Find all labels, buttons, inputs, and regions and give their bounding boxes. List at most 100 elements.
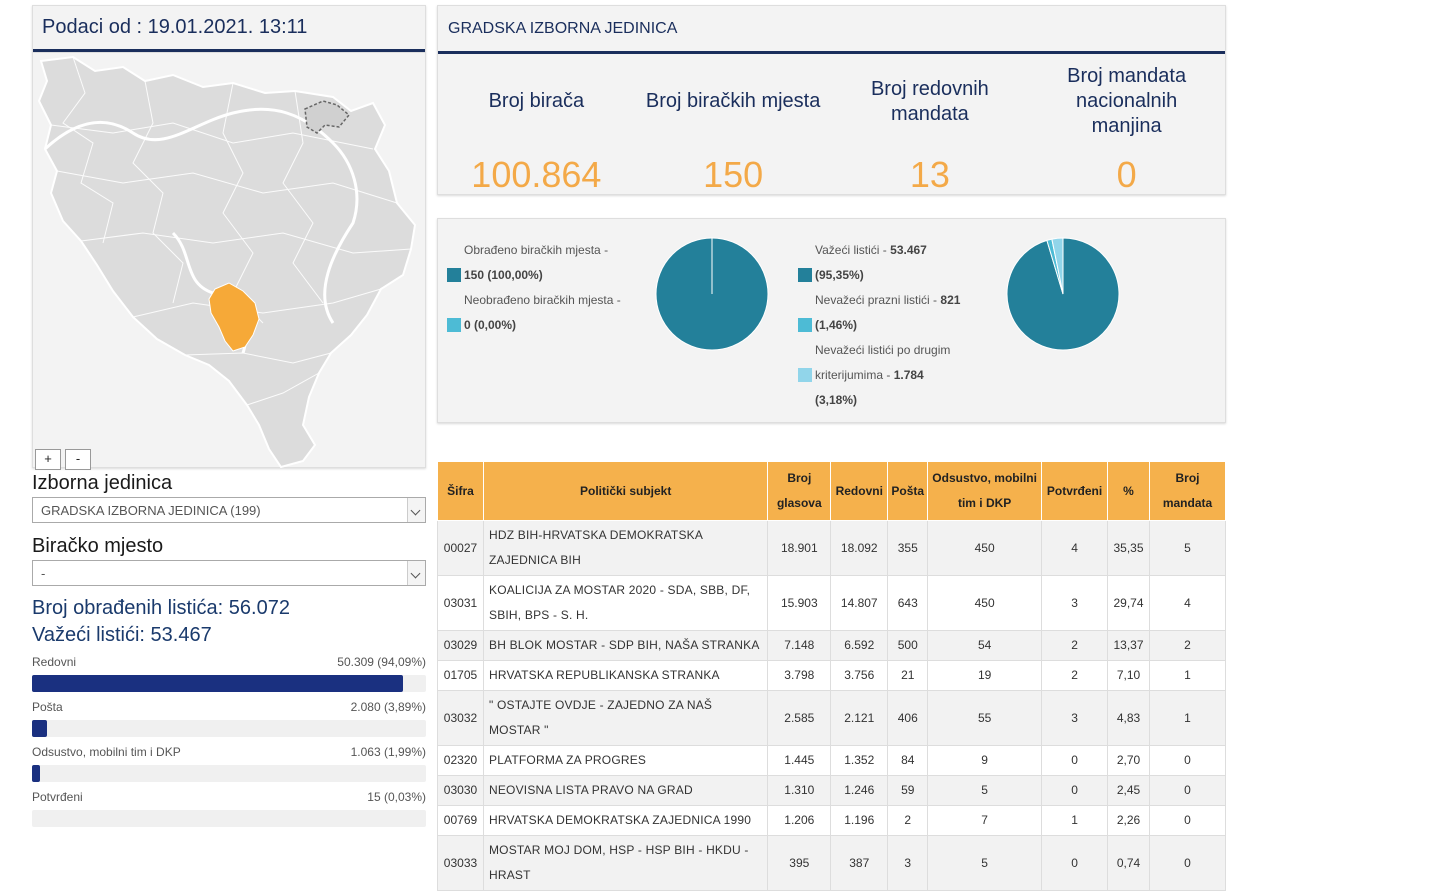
chevron-down-icon[interactable] xyxy=(407,498,425,522)
bar-fill xyxy=(32,720,48,737)
unit-select[interactable]: GRADSKA IZBORNA JEDINICA (199) xyxy=(32,497,426,523)
summary-panel: GRADSKA IZBORNA JEDINICA Broj birača 100… xyxy=(437,5,1226,195)
table-cell: 35,35 xyxy=(1107,520,1150,576)
column-header[interactable]: Šifra xyxy=(437,461,484,521)
table-cell: 84 xyxy=(887,745,929,776)
stats-row: Broj birača 100.864 Broj biračkih mjesta… xyxy=(438,54,1225,195)
table-cell: 7 xyxy=(927,805,1043,836)
legend-item-invalid-other: Nevažeći listići po drugim kriterijumima… xyxy=(798,338,988,413)
table-cell: 450 xyxy=(927,575,1043,631)
municipality-borders xyxy=(50,56,412,406)
table-cell: 3.756 xyxy=(830,660,889,691)
table-cell: 1 xyxy=(1041,805,1109,836)
column-header[interactable]: Potvrđeni xyxy=(1041,461,1109,521)
zoom-in-button[interactable]: + xyxy=(35,449,61,470)
stat-label: Broj biračkih mjesta xyxy=(645,90,821,112)
column-header[interactable]: Broj mandata xyxy=(1149,461,1226,521)
table-cell: 7.148 xyxy=(767,630,832,661)
table-row[interactable]: 03032 " OSTAJTE OVDJE - ZAJEDNO ZA NAŠ MO… xyxy=(437,690,1226,746)
table-cell: 1.246 xyxy=(830,775,889,806)
table-cell: 0 xyxy=(1041,745,1109,776)
table-cell: 18.092 xyxy=(830,520,889,576)
table-cell: 643 xyxy=(887,575,929,631)
table-cell: 1.445 xyxy=(767,745,832,776)
party-name-cell: HRVATSKA DEMOKRATSKA ZAJEDNICA 1990 xyxy=(482,805,769,836)
table-row[interactable]: 01705 HRVATSKA REPUBLIKANSKA STRANKA 3.798… xyxy=(437,660,1226,691)
table-cell: 500 xyxy=(887,630,929,661)
station-label: Biračko mjesto xyxy=(32,535,164,557)
ballot-bar-row: Potvrđeni 15 (0,03%) xyxy=(32,790,426,827)
party-name-cell: MOSTAR MOJ DOM, HSP - HSP BIH - HKDU - H… xyxy=(482,835,769,891)
stat-label: Broj birača xyxy=(488,90,585,112)
column-header[interactable]: Broj glasova xyxy=(767,461,832,521)
table-cell: 2 xyxy=(1149,630,1226,661)
table-cell: 59 xyxy=(887,775,929,806)
table-cell: 406 xyxy=(887,690,929,746)
table-cell: 02320 xyxy=(437,745,484,776)
legend-item-processed: Obrađeno biračkih mjesta - 150 (100,00%) xyxy=(447,238,637,288)
bar-label: Redovni xyxy=(32,655,77,669)
processed-legend: Obrađeno biračkih mjesta - 150 (100,00%)… xyxy=(447,238,637,338)
table-cell: 3 xyxy=(1041,575,1109,631)
table-cell: 0 xyxy=(1149,835,1226,891)
chevron-down-icon[interactable] xyxy=(407,561,425,585)
table-row[interactable]: 00027 HDZ BIH-HRVATSKA DEMOKRATSKA ZAJEDN… xyxy=(437,520,1226,576)
column-header[interactable]: % xyxy=(1107,461,1150,521)
pie-panel: Obrađeno biračkih mjesta - 150 (100,00%)… xyxy=(437,218,1226,423)
unit-title: GRADSKA IZBORNA JEDINICA xyxy=(438,6,1225,54)
valid-ballots: Važeći listići: 53.467 xyxy=(32,624,212,646)
legend-text: Neobrađeno biračkih mjesta - xyxy=(464,293,621,307)
party-name-cell: " OSTAJTE OVDJE - ZAJEDNO ZA NAŠ MOSTAR … xyxy=(482,690,769,746)
table-cell: 1.352 xyxy=(830,745,889,776)
party-name-cell: PLATFORMA ZA PROGRES xyxy=(482,745,769,776)
station-select[interactable]: - xyxy=(32,560,426,586)
table-cell: 54 xyxy=(927,630,1043,661)
ballots-pie-chart xyxy=(1006,237,1120,351)
bih-map[interactable] xyxy=(33,53,425,468)
table-cell: 03030 xyxy=(437,775,484,806)
table-row[interactable]: 02320 PLATFORMA ZA PROGRES 1.445 1.352 84 9 0 2… xyxy=(437,745,1226,776)
party-name-cell: HRVATSKA REPUBLIKANSKA STRANKA xyxy=(482,660,769,691)
zoom-out-button[interactable]: - xyxy=(65,449,91,470)
table-cell: 01705 xyxy=(437,660,484,691)
table-cell: 395 xyxy=(767,835,832,891)
table-cell: 4 xyxy=(1041,520,1109,576)
legend-item-unprocessed: Neobrađeno biračkih mjesta - 0 (0,00%) xyxy=(447,288,637,338)
column-header[interactable]: Redovni xyxy=(830,461,889,521)
table-cell: 9 xyxy=(927,745,1043,776)
table-cell: 3 xyxy=(1041,690,1109,746)
table-row[interactable]: 03030 NEOVISNA LISTA PRAVO NA GRAD 1.310 1.… xyxy=(437,775,1226,806)
column-header[interactable]: Politički subjekt xyxy=(482,461,769,521)
table-cell: 0 xyxy=(1149,775,1226,806)
map[interactable]: + - xyxy=(33,52,425,470)
table-cell: 2.585 xyxy=(767,690,832,746)
legend-item-valid: Važeći listići - 53.467 (95,35%) xyxy=(798,238,988,288)
table-row[interactable]: 03029 BH BLOK MOSTAR - SDP BIH, NAŠA STRA… xyxy=(437,630,1226,661)
table-cell: 2,45 xyxy=(1107,775,1150,806)
table-cell: 55 xyxy=(927,690,1043,746)
table-cell: 1.206 xyxy=(767,805,832,836)
bar-label-row: Pošta 2.080 (3,89%) xyxy=(32,700,426,717)
stat-value: 13 xyxy=(909,154,950,195)
column-header[interactable]: Pošta xyxy=(887,461,929,521)
table-header-row: Šifra Politički subjekt Broj glasova Redovn… xyxy=(437,461,1226,521)
results-table: Šifra Politički subjekt Broj glasova Redovn… xyxy=(437,461,1226,891)
table-cell: 1 xyxy=(1149,660,1226,691)
column-header[interactable]: Odsustvo, mobilni tim i DKP xyxy=(927,461,1043,521)
station-select-value: - xyxy=(41,566,46,581)
table-cell: 2.121 xyxy=(830,690,889,746)
table-row[interactable]: 03033 MOSTAR MOJ DOM, HSP - HSP BIH - HKD… xyxy=(437,835,1226,891)
table-row[interactable]: 00769 HRVATSKA DEMOKRATSKA ZAJEDNICA 1990… xyxy=(437,805,1226,836)
bar-value: 50.309 (94,09%) xyxy=(337,655,426,669)
legend-text: Obrađeno biračkih mjesta - xyxy=(464,243,609,257)
ballot-bar-row: Redovni 50.309 (94,09%) xyxy=(32,655,426,692)
legend-value: 0 (0,00%) xyxy=(464,318,517,332)
table-row[interactable]: 03031 KOALICIJA ZA MOSTAR 2020 - SDA, SBB… xyxy=(437,575,1226,631)
table-cell: 00027 xyxy=(437,520,484,576)
bar-value: 15 (0,03%) xyxy=(367,790,426,804)
table-cell: 0,74 xyxy=(1107,835,1150,891)
bar-fill xyxy=(32,675,403,692)
bar-fill xyxy=(32,765,40,782)
table-cell: 1.310 xyxy=(767,775,832,806)
mostar-highlight[interactable] xyxy=(208,282,260,352)
